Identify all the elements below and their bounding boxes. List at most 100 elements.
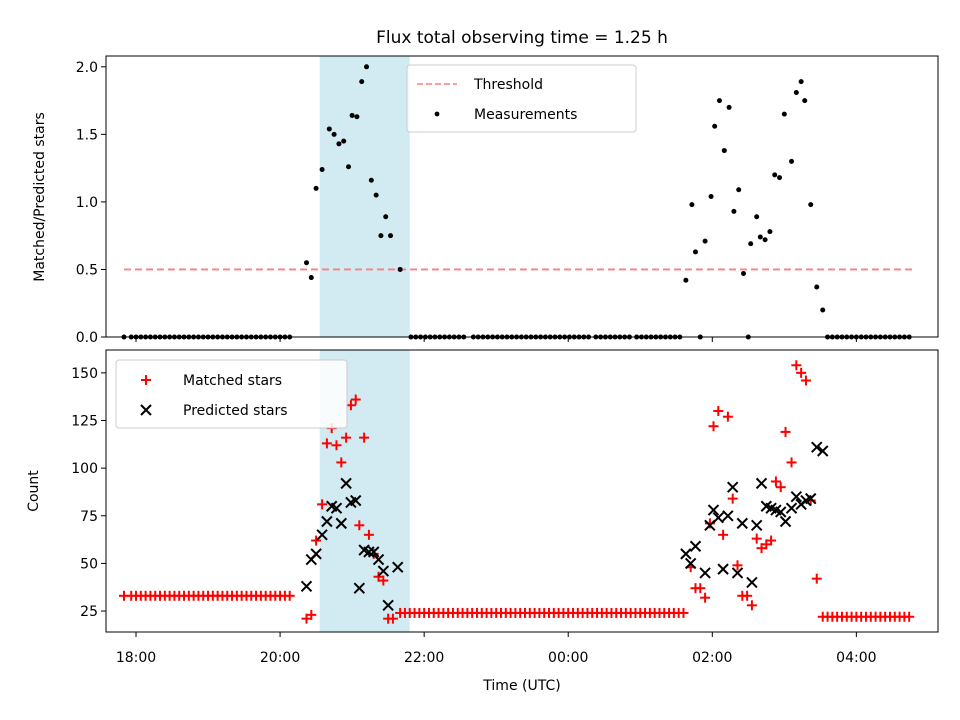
matched-star-point [732,560,743,571]
predicted-star-mark [722,510,734,522]
matched-star-point [317,499,328,510]
predicted-star-mark [811,441,823,453]
measurement-point [793,89,799,95]
predicted-star-mark [368,546,380,558]
matched-star-point [780,426,791,437]
bottom-panel: 25 50 75 100 125 150 18:00 20:00 22:00 00:00 02:0… [26,349,939,694]
predicted-star-point [335,517,348,530]
top-x-ticks [135,337,857,342]
measurement-point [336,141,342,147]
predicted-star-mark [717,563,729,575]
predicted-star-point [722,510,734,522]
matched-star-point [796,367,807,378]
measurement-point [331,131,337,137]
matched-star-point [354,520,365,531]
predicted-star-point [805,492,817,505]
predicted-star-point [817,445,829,457]
predicted-star-point [684,557,697,570]
predicted-star-point [310,548,322,560]
measurements-legend-label: Measurements [474,107,577,123]
measurement-point [349,112,355,118]
predicted-legend-label: Predicted stars [183,403,288,419]
x-tick-label: 04:00 [836,650,876,666]
bottom-y-tick-label: 50 [80,556,98,572]
predicted-star-point [751,519,763,532]
matched-star-point [345,400,356,411]
matched-star-point [766,535,777,546]
predicted-star-mark [699,567,711,579]
predicted-star-mark [684,557,697,570]
matched-star-point [742,590,753,601]
measurement-point [716,98,722,104]
matched-star-point [350,394,361,405]
matched-star-point [695,583,706,594]
matched-star-point [718,529,729,540]
predicted-star-point [353,582,366,594]
bottom-y-tick-label: 75 [80,509,98,525]
measurement-point [754,214,760,220]
matched-star-point [708,421,719,432]
predicted-star-point [717,563,729,575]
predicted-star-point [785,502,798,514]
measurement-point [721,148,727,154]
bottom-y-axis-label: Count [26,470,42,512]
predicted-star-point [811,441,823,453]
measurement-point [319,166,325,172]
predicted-star-mark [726,481,739,493]
top-y-tick-label: 0.5 [76,262,98,278]
measurement-point [341,138,347,144]
top-legend-box [406,64,637,133]
matched-star-point [387,613,398,624]
measurement-point [808,202,814,208]
bottom-y-tick-label: 100 [71,461,98,477]
measurement-point [397,266,403,272]
matched-star-point [775,482,786,493]
predicted-star-point [316,529,328,541]
measurement-point [736,187,742,193]
predicted-star-point [300,580,313,592]
top-y-tick-label: 1.5 [76,127,98,143]
predicted-star-point [712,511,725,524]
top-highlight-span [319,56,410,337]
x-tick-label: 18:00 [116,650,156,666]
predicted-star-point [350,494,362,507]
predicted-star-mark [785,502,798,514]
matched-legend-icon [141,375,151,385]
x-tick-label: 00:00 [548,650,588,666]
measurement-point [789,158,795,164]
matched-star-point [341,432,352,443]
predicted-star-point [779,515,792,528]
matched-star-point [704,518,715,529]
predicted-star-mark [330,502,343,514]
measurement-point [346,164,352,170]
matched-star-point [284,590,295,601]
predicted-star-mark [300,580,313,592]
matched-star-point [722,411,733,422]
top-panel: 0.0 0.5 1.0 1.5 2.0 Flux total observing tim… [32,28,939,346]
predicted-star-mark [707,504,720,516]
predicted-star-mark [680,548,692,560]
measurement-point [802,98,808,104]
measurement-point [762,237,768,243]
predicted-legend-icon [140,404,152,416]
chart-title: Flux total observing time = 1.25 h [376,28,668,48]
matched-star-point [311,535,322,546]
bottom-y-tick-label: 25 [80,604,98,620]
predicted-star-mark [746,576,758,589]
measurement-point [326,126,332,132]
predicted-star-mark [382,599,394,612]
measurement-point [731,208,737,214]
predicted-stars-points [300,441,829,612]
measurement-point [689,202,695,208]
measurement-point [378,233,384,239]
measurement-point [767,229,773,235]
measurement-point [814,284,820,290]
predicted-star-mark [363,546,375,558]
matched-legend-label: Matched stars [183,373,282,389]
predicted-star-point [775,506,787,518]
matched-star-point [306,609,317,620]
predicted-star-point [680,548,692,560]
predicted-star-mark [353,582,366,594]
predicted-star-mark [765,502,777,514]
bottom-legend-box [115,359,348,429]
